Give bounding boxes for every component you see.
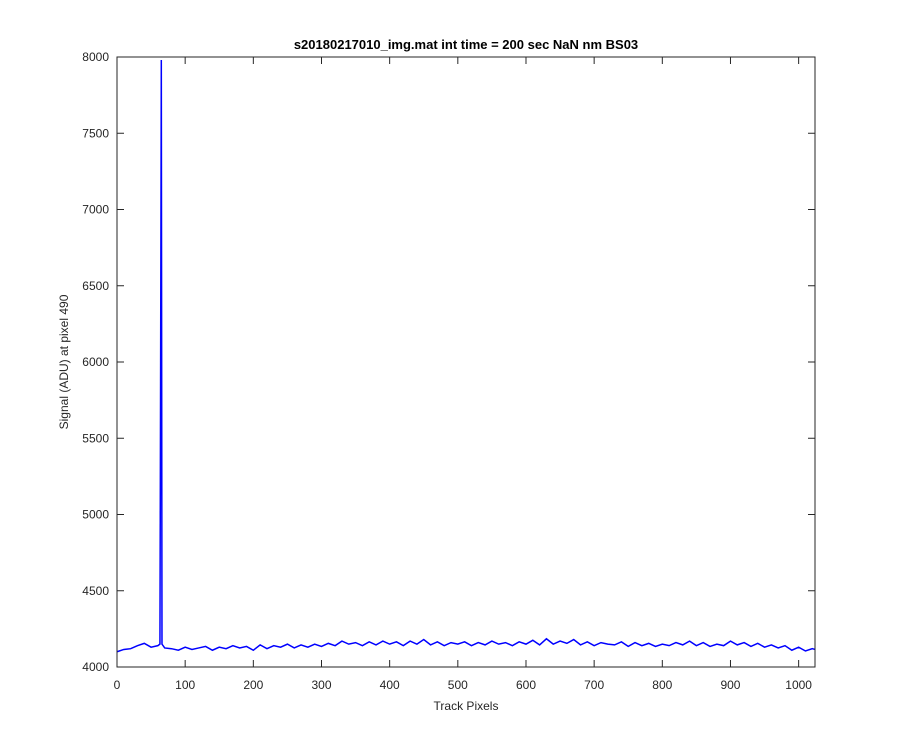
x-tick-label: 700 — [584, 678, 604, 692]
y-tick-label: 7000 — [82, 203, 109, 217]
x-axis-label: Track Pixels — [434, 699, 499, 713]
y-tick-label: 6500 — [82, 279, 109, 293]
x-tick-label: 600 — [516, 678, 536, 692]
x-tick-label: 400 — [380, 678, 400, 692]
y-tick-label: 5500 — [82, 431, 109, 445]
x-tick-label: 200 — [243, 678, 263, 692]
y-tick-label: 8000 — [82, 50, 109, 64]
x-tick-label: 900 — [720, 678, 740, 692]
y-tick-label: 4000 — [82, 660, 109, 674]
chart-title: s20180217010_img.mat int time = 200 sec … — [294, 37, 638, 52]
y-tick-label: 7500 — [82, 126, 109, 140]
x-tick-label: 500 — [448, 678, 468, 692]
y-tick-label: 6000 — [82, 355, 109, 369]
x-tick-label: 0 — [114, 678, 121, 692]
x-tick-label: 800 — [652, 678, 672, 692]
data-line — [116, 60, 816, 653]
y-tick-label: 4500 — [82, 584, 109, 598]
x-tick-label: 1000 — [785, 678, 812, 692]
x-tick-label: 300 — [311, 678, 331, 692]
y-tick-label: 5000 — [82, 508, 109, 522]
plot-frame — [116, 56, 816, 668]
y-axis-label: Signal (ADU) at pixel 490 — [57, 294, 71, 429]
x-tick-label: 100 — [175, 678, 195, 692]
